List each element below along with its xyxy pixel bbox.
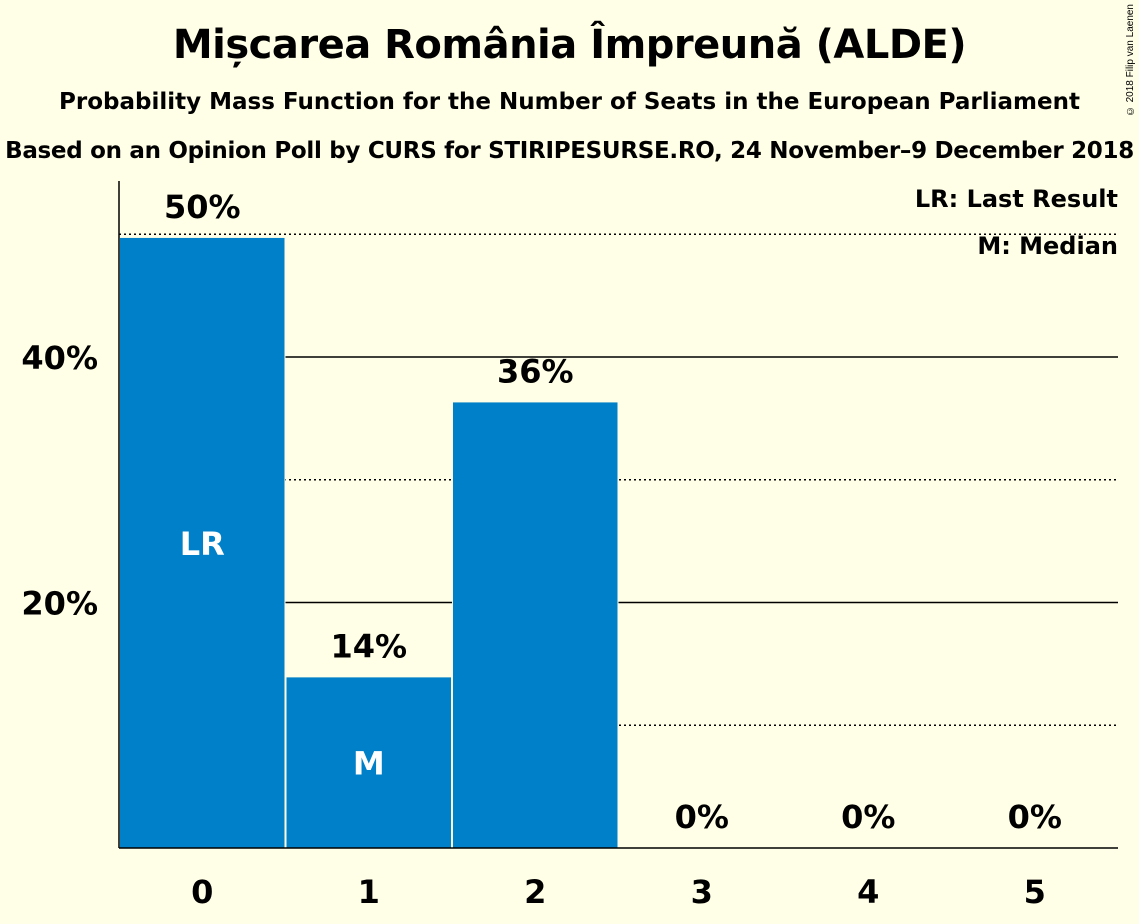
bar bbox=[120, 237, 285, 848]
data-label: 14% bbox=[330, 627, 407, 665]
data-label: 50% bbox=[164, 188, 241, 226]
chart-source: Based on an Opinion Poll by CURS for STI… bbox=[5, 138, 1134, 164]
bar bbox=[453, 402, 618, 848]
data-label: 0% bbox=[841, 798, 895, 836]
bar bbox=[286, 677, 451, 848]
bar-marker-lr: LR bbox=[180, 525, 225, 563]
axes bbox=[118, 181, 1118, 849]
x-tick-label: 3 bbox=[691, 873, 713, 911]
y-tick-label: 20% bbox=[21, 585, 98, 623]
y-tick-label: 40% bbox=[21, 339, 98, 377]
x-tick-label: 1 bbox=[358, 873, 380, 911]
data-label: 36% bbox=[497, 352, 574, 390]
bars bbox=[119, 236, 619, 848]
legend-last-result: LR: Last Result bbox=[914, 185, 1118, 213]
chart-title: Mișcarea România Împreună (ALDE) bbox=[172, 22, 967, 68]
data-label: 0% bbox=[1008, 798, 1062, 836]
x-tick-label: 0 bbox=[191, 873, 213, 911]
labels: 20% 40% 0 1 2 3 4 5 50% LR 14% M 36% 0% 0% 0% bbox=[21, 188, 1062, 911]
x-tick-label: 2 bbox=[524, 873, 546, 911]
x-tick-label: 4 bbox=[857, 873, 879, 911]
legend-median: M: Median bbox=[977, 232, 1118, 260]
x-tick-label: 5 bbox=[1024, 873, 1046, 911]
data-label: 0% bbox=[675, 798, 729, 836]
bar-marker-m: M bbox=[353, 745, 385, 783]
chart-subtitle: Probability Mass Function for the Number… bbox=[59, 89, 1080, 115]
